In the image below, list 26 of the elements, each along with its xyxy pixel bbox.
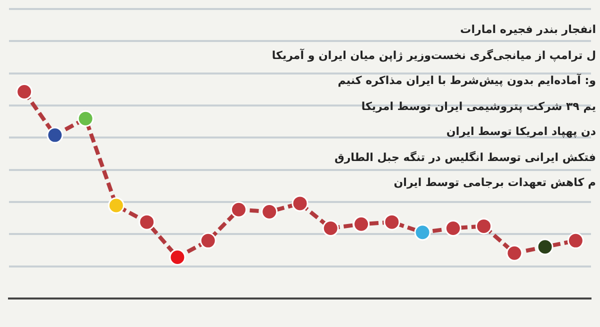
point	[138, 214, 156, 230]
point	[292, 195, 308, 212]
point	[200, 232, 216, 249]
point	[506, 244, 523, 262]
text: انفجار بندر فجیره امارات	[459, 22, 596, 38]
point	[353, 216, 370, 232]
point	[77, 110, 94, 127]
text: و: آماده‌ایم بدون پیش‌شرط با ایران مذاکره کنیم	[336, 72, 596, 89]
annotation: دن پهپاد امریکا توسط ایران	[445, 124, 596, 140]
point	[384, 214, 400, 230]
point	[567, 232, 584, 249]
point	[444, 220, 462, 237]
point	[16, 83, 33, 100]
point	[169, 248, 186, 266]
text: ل ترامپ از میانجی‌گری نخست‌وزیر ژاپن میان ایران و آمریکا	[272, 48, 596, 64]
annotation: فتکش ایرانی توسط انگلیس در تنگه جبل الطارق	[334, 150, 596, 166]
annotation: م کاهش تعهدات برجامی توسط ایران	[392, 175, 596, 191]
point	[46, 126, 64, 144]
point	[261, 203, 278, 220]
point	[414, 224, 431, 241]
point	[322, 220, 339, 237]
annotation: یم ۳۹ شرکت پتروشیمی ایران توسط امریکا	[360, 98, 596, 115]
point	[476, 218, 492, 234]
point	[536, 238, 554, 256]
point	[108, 197, 124, 214]
point	[230, 201, 247, 218]
